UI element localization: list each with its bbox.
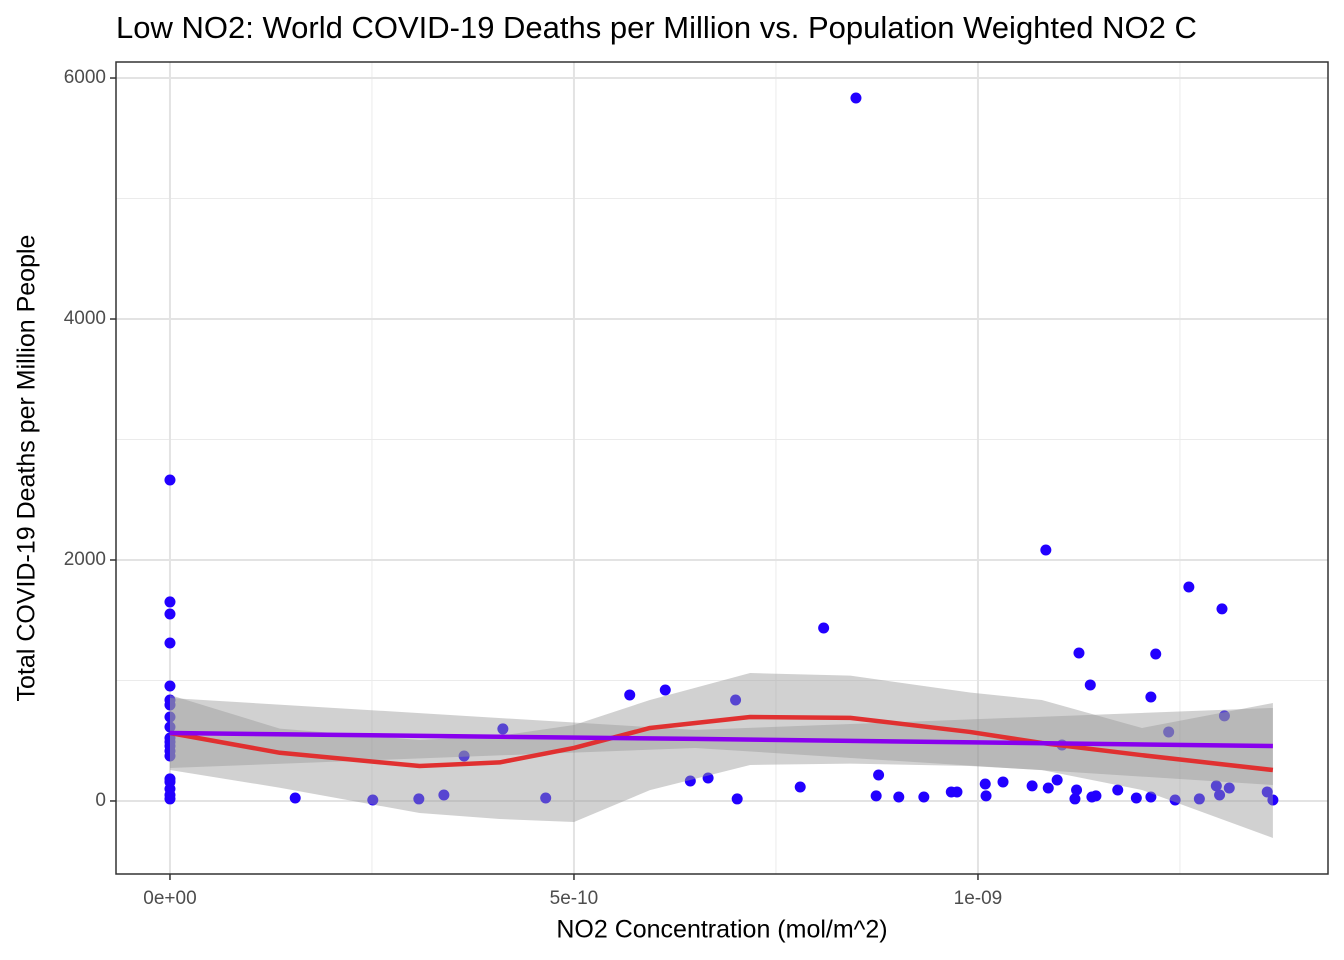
point bbox=[164, 637, 176, 649]
point bbox=[1040, 544, 1052, 556]
point bbox=[164, 750, 176, 762]
point bbox=[870, 790, 882, 802]
point bbox=[1163, 726, 1175, 738]
y-tick-label: 6000 bbox=[64, 67, 106, 88]
point bbox=[289, 792, 301, 804]
point bbox=[873, 769, 885, 781]
panel-border bbox=[115, 61, 1329, 875]
point bbox=[1218, 710, 1230, 722]
point bbox=[794, 781, 806, 793]
point bbox=[458, 750, 470, 762]
point bbox=[684, 775, 696, 787]
point bbox=[1145, 691, 1157, 703]
point bbox=[1112, 784, 1124, 796]
point bbox=[1210, 780, 1222, 792]
y-tick-label: 2000 bbox=[64, 549, 106, 570]
point bbox=[1267, 794, 1279, 806]
point bbox=[164, 608, 176, 620]
point bbox=[702, 772, 714, 784]
point bbox=[893, 791, 905, 803]
point bbox=[164, 596, 176, 608]
point bbox=[1214, 789, 1226, 801]
point bbox=[951, 786, 963, 798]
point bbox=[540, 792, 552, 804]
point bbox=[1130, 792, 1142, 804]
point bbox=[818, 622, 830, 634]
point bbox=[164, 680, 176, 692]
x-axis-title: NO2 Concentration (mol/m^2) bbox=[556, 916, 887, 944]
confidence-band bbox=[169, 673, 1273, 838]
point bbox=[1071, 784, 1083, 796]
point bbox=[979, 778, 991, 790]
point bbox=[1026, 780, 1038, 792]
point bbox=[1073, 647, 1085, 659]
point bbox=[413, 793, 425, 805]
point bbox=[730, 694, 742, 706]
chart-title: Low NO2: World COVID-19 Deaths per Milli… bbox=[116, 10, 1197, 45]
point bbox=[438, 789, 450, 801]
point bbox=[164, 721, 176, 733]
point bbox=[1084, 679, 1096, 691]
point bbox=[1223, 782, 1235, 794]
point bbox=[918, 791, 930, 803]
point bbox=[164, 793, 176, 805]
point bbox=[731, 793, 743, 805]
y-axis-title: Total COVID-19 Deaths per Million People bbox=[13, 235, 41, 702]
point bbox=[997, 776, 1009, 788]
y-tick-label: 0 bbox=[95, 790, 106, 811]
point bbox=[1090, 790, 1102, 802]
fit-line bbox=[169, 730, 1273, 749]
x-tick-label: 1e-09 bbox=[954, 888, 1003, 909]
point bbox=[164, 474, 176, 486]
y-tick-label: 4000 bbox=[64, 308, 106, 329]
point bbox=[850, 92, 862, 104]
point bbox=[980, 790, 992, 802]
x-tick-label: 0e+00 bbox=[143, 888, 196, 909]
point bbox=[1145, 791, 1157, 803]
point bbox=[624, 689, 636, 701]
point bbox=[497, 723, 509, 735]
point bbox=[1051, 774, 1063, 786]
point bbox=[1069, 793, 1081, 805]
point bbox=[164, 699, 176, 711]
point bbox=[164, 711, 176, 723]
point bbox=[1193, 793, 1205, 805]
point bbox=[1261, 786, 1273, 798]
x-tick-label: 5e-10 bbox=[550, 888, 599, 909]
point bbox=[1169, 794, 1181, 806]
point bbox=[1216, 603, 1228, 615]
point bbox=[1150, 648, 1162, 660]
point bbox=[659, 684, 671, 696]
point bbox=[1042, 782, 1054, 794]
point bbox=[1183, 581, 1195, 593]
point bbox=[367, 794, 379, 806]
